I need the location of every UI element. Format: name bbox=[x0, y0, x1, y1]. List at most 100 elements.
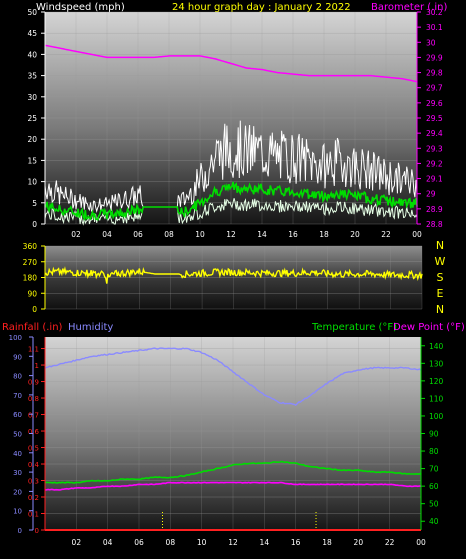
wind-x-ticks: 02 04 06 08 10 12 14 16 18 20 22 00 bbox=[71, 230, 422, 239]
barometer-tick-label: 28.8 bbox=[426, 220, 443, 229]
rainfall-tick-label: 0.6 bbox=[28, 428, 40, 436]
humidity-tick-label: 70 bbox=[13, 392, 22, 400]
climate-x-tick-label: 00 bbox=[416, 538, 426, 547]
rainfall-tick-label: 0.9 bbox=[28, 379, 39, 387]
climate-x-tick-label: 20 bbox=[354, 538, 364, 547]
windspeed-axis-title: Windspeed (mph) bbox=[36, 2, 125, 13]
wind-left-tick-label: 40 bbox=[27, 50, 37, 59]
barometer-tick-label: 29.6 bbox=[426, 99, 443, 108]
barometer-tick-label: 30.1 bbox=[426, 23, 443, 32]
wind-x-tick-label: 12 bbox=[226, 230, 236, 239]
climate-x-tick-label: 22 bbox=[385, 538, 395, 547]
barometer-tick-label: 29 bbox=[426, 190, 436, 199]
rainfall-ticks: 0 0.1 0.2 0.3 0.4 0.5 0.6 0.7 0.8 0.9 1 1.1 bbox=[28, 346, 45, 535]
barometer-tick-label: 29.7 bbox=[426, 84, 443, 93]
wind-x-tick-label: 00 bbox=[412, 230, 422, 239]
temperature-tick-label: 40 bbox=[429, 517, 439, 526]
direction-tick-label: 360 bbox=[23, 242, 38, 251]
direction-left-ticks: 0 90 180 270 360 bbox=[23, 242, 45, 314]
barometer-tick-label: 29.3 bbox=[426, 144, 443, 153]
compass-label: E bbox=[437, 287, 444, 300]
temperature-ticks: 40 50 60 70 80 90 100 110 120 130 140 bbox=[421, 342, 444, 526]
barometer-tick-label: 29.8 bbox=[426, 69, 443, 78]
wind-x-tick-label: 08 bbox=[164, 230, 174, 239]
wind-left-tick-label: 45 bbox=[27, 29, 37, 38]
wind-average-series bbox=[44, 181, 418, 222]
barometer-tick-label: 28.9 bbox=[426, 205, 443, 214]
rainfall-tick-label: 0.1 bbox=[28, 511, 39, 519]
humidity-tick-label: 10 bbox=[13, 508, 22, 516]
rainfall-tick-label: 0.3 bbox=[28, 478, 39, 486]
humidity-tick-label: 80 bbox=[13, 373, 22, 381]
climate-series-layer bbox=[44, 347, 422, 531]
compass-label: W bbox=[435, 255, 446, 268]
rainfall-tick-label: 0.2 bbox=[28, 494, 39, 502]
rainfall-tick-label: 0 bbox=[35, 527, 39, 535]
direction-tick-label: 90 bbox=[27, 289, 37, 298]
humidity-tick-label: 20 bbox=[13, 488, 22, 496]
temperature-tick-label: 90 bbox=[429, 430, 439, 439]
direction-tick-label: 180 bbox=[23, 274, 38, 283]
wind-x-tick-label: 02 bbox=[71, 230, 81, 239]
climate-x-tick-label: 06 bbox=[134, 538, 144, 547]
direction-tick-label: 0 bbox=[32, 305, 37, 314]
barometer-series bbox=[44, 44, 418, 83]
barometer-right-ticks: 28.8 28.9 29 29.1 29.2 29.3 29.4 29.5 29.6 29.7 29… bbox=[417, 8, 443, 229]
barometer-tick-label: 29.5 bbox=[426, 114, 443, 123]
rainfall-tick-label: 0.5 bbox=[28, 445, 39, 453]
climate-x-ticks: 02 04 06 08 10 12 14 16 18 20 22 00 bbox=[72, 538, 426, 547]
wind-x-tick-label: 10 bbox=[195, 230, 205, 239]
humidity-tick-label: 40 bbox=[13, 450, 22, 458]
wind-x-tick-label: 14 bbox=[257, 230, 267, 239]
rainfall-tick-label: 1.1 bbox=[28, 346, 39, 354]
climate-x-tick-label: 08 bbox=[166, 538, 176, 547]
temperature-series bbox=[44, 460, 421, 484]
direction-series-layer bbox=[44, 266, 423, 284]
humidity-tick-label: 50 bbox=[13, 431, 22, 439]
humidity-tick-label: 90 bbox=[13, 353, 22, 361]
climate-x-tick-label: 12 bbox=[228, 538, 238, 547]
climate-plot-area bbox=[45, 337, 421, 530]
graph-date-title: 24 hour graph day : January 2 2022 bbox=[172, 2, 351, 13]
climate-x-tick-label: 04 bbox=[103, 538, 113, 547]
windspeed-series bbox=[44, 120, 418, 214]
wind-low-series bbox=[44, 198, 418, 226]
barometer-tick-label: 29.4 bbox=[426, 129, 443, 138]
humidity-tick-label: 100 bbox=[9, 334, 22, 342]
wind-left-ticks: 0 5 10 15 20 25 30 35 40 45 50 bbox=[27, 8, 45, 229]
rainfall-tick-label: 0.8 bbox=[28, 395, 39, 403]
temperature-tick-label: 100 bbox=[429, 412, 444, 421]
wind-x-tick-label: 22 bbox=[381, 230, 391, 239]
humidity-tick-label: 0 bbox=[18, 527, 22, 535]
rainfall-tick-label: 0.7 bbox=[28, 412, 39, 420]
barometer-tick-label: 29.1 bbox=[426, 175, 443, 184]
humidity-axis-title: Humidity bbox=[68, 322, 113, 333]
wind-left-tick-label: 30 bbox=[27, 93, 37, 102]
rainfall-tick-label: 0.4 bbox=[28, 461, 40, 469]
compass-label: S bbox=[437, 271, 444, 284]
climate-x-tick-label: 18 bbox=[322, 538, 332, 547]
temperature-tick-label: 60 bbox=[429, 482, 439, 491]
barometer-tick-label: 30.2 bbox=[426, 8, 443, 17]
direction-tick-label: 270 bbox=[23, 258, 38, 267]
wind-left-tick-label: 15 bbox=[27, 156, 37, 165]
humidity-tick-label: 30 bbox=[13, 469, 22, 477]
barometer-tick-label: 30 bbox=[426, 38, 436, 47]
humidity-tick-label: 60 bbox=[13, 411, 22, 419]
wind-left-tick-label: 10 bbox=[27, 178, 37, 187]
wind-direction-series bbox=[44, 266, 423, 284]
rainfall-tick-label: 1 bbox=[35, 362, 39, 370]
wind-left-tick-label: 20 bbox=[27, 135, 37, 144]
wind-x-tick-label: 20 bbox=[350, 230, 360, 239]
temperature-tick-label: 130 bbox=[429, 359, 444, 368]
dewpoint-axis-title: Dew Point (°F) bbox=[393, 322, 465, 333]
temperature-axis-title: Temperature (°F) bbox=[311, 322, 397, 333]
temperature-tick-label: 70 bbox=[429, 465, 439, 474]
compass-label: N bbox=[436, 239, 444, 252]
wind-left-tick-label: 50 bbox=[27, 8, 37, 17]
compass-label: N bbox=[436, 303, 444, 316]
wind-x-tick-label: 04 bbox=[102, 230, 112, 239]
temperature-tick-label: 80 bbox=[429, 447, 439, 456]
